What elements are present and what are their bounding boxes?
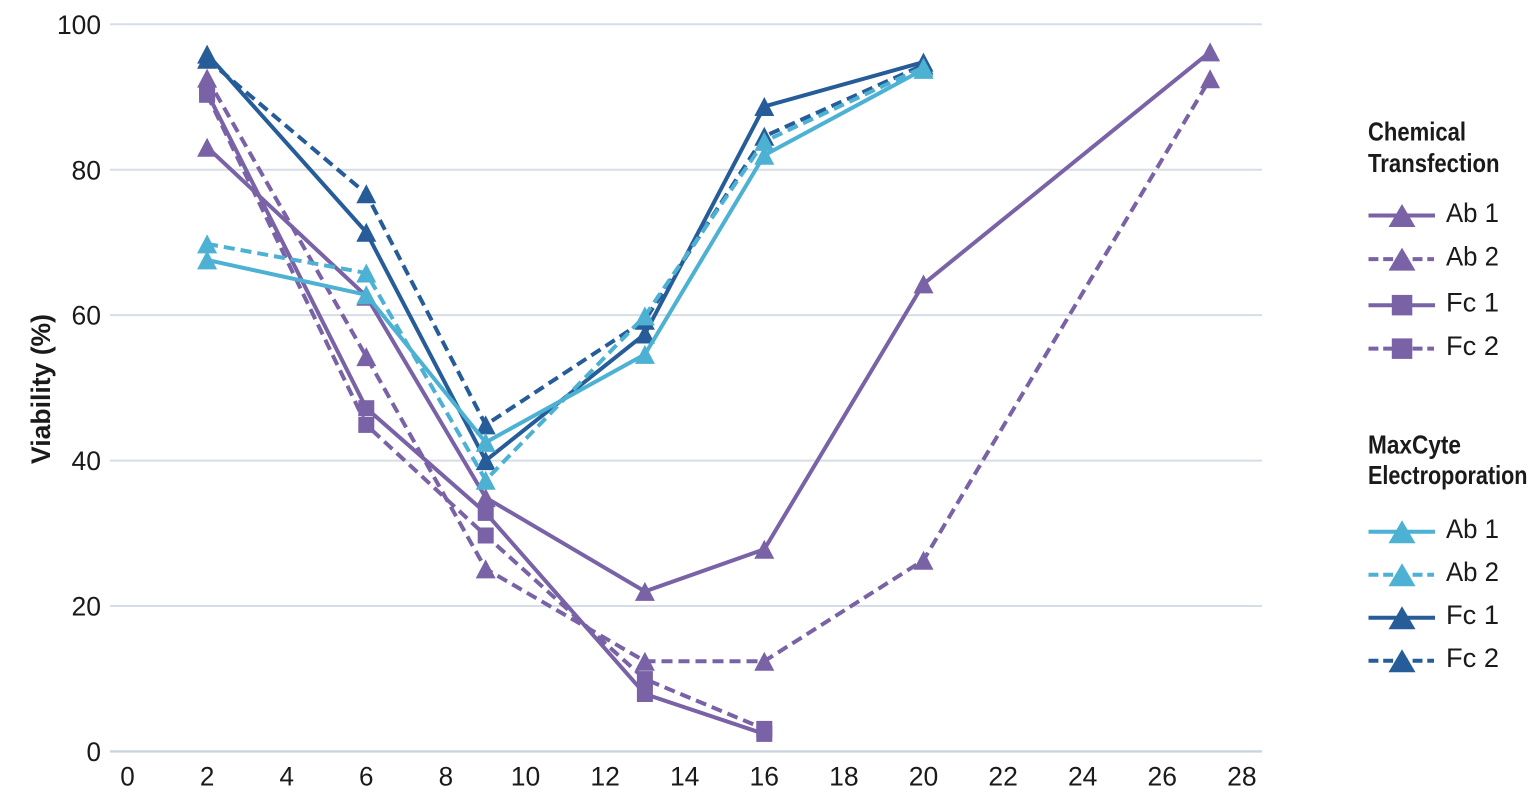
svg-text:4: 4: [279, 762, 294, 792]
svg-text:24: 24: [1068, 762, 1098, 792]
svg-text:22: 22: [988, 762, 1018, 792]
svg-text:18: 18: [829, 762, 859, 792]
svg-text:12: 12: [590, 762, 620, 792]
svg-text:Fc 1: Fc 1: [1446, 600, 1499, 630]
svg-text:Fc 1: Fc 1: [1446, 288, 1499, 318]
svg-text:MaxCyte: MaxCyte: [1368, 429, 1461, 459]
svg-text:80: 80: [72, 155, 102, 185]
svg-text:Ab 1: Ab 1: [1446, 514, 1499, 544]
svg-text:8: 8: [439, 762, 454, 792]
svg-text:20: 20: [909, 762, 939, 792]
svg-text:40: 40: [72, 446, 102, 476]
svg-text:6: 6: [359, 762, 374, 792]
svg-text:60: 60: [72, 301, 102, 331]
svg-text:28: 28: [1227, 762, 1257, 792]
svg-text:26: 26: [1148, 762, 1178, 792]
svg-text:100: 100: [57, 10, 101, 40]
svg-text:16: 16: [750, 762, 780, 792]
svg-text:14: 14: [670, 762, 700, 792]
svg-text:Chemical: Chemical: [1368, 117, 1466, 147]
svg-text:20: 20: [72, 592, 102, 622]
svg-text:2: 2: [200, 762, 215, 792]
svg-text:Viability (%): Viability (%): [26, 314, 56, 464]
svg-text:0: 0: [87, 737, 102, 767]
svg-text:0: 0: [120, 762, 135, 792]
svg-text:Fc 2: Fc 2: [1446, 331, 1499, 361]
svg-text:Transfection: Transfection: [1368, 148, 1500, 178]
svg-text:Ab 2: Ab 2: [1446, 557, 1499, 587]
svg-text:10: 10: [511, 762, 541, 792]
svg-text:Ab 1: Ab 1: [1446, 198, 1499, 228]
svg-text:Fc 2: Fc 2: [1446, 643, 1499, 673]
svg-text:Electroporation: Electroporation: [1368, 460, 1528, 490]
svg-text:Ab 2: Ab 2: [1446, 241, 1499, 271]
